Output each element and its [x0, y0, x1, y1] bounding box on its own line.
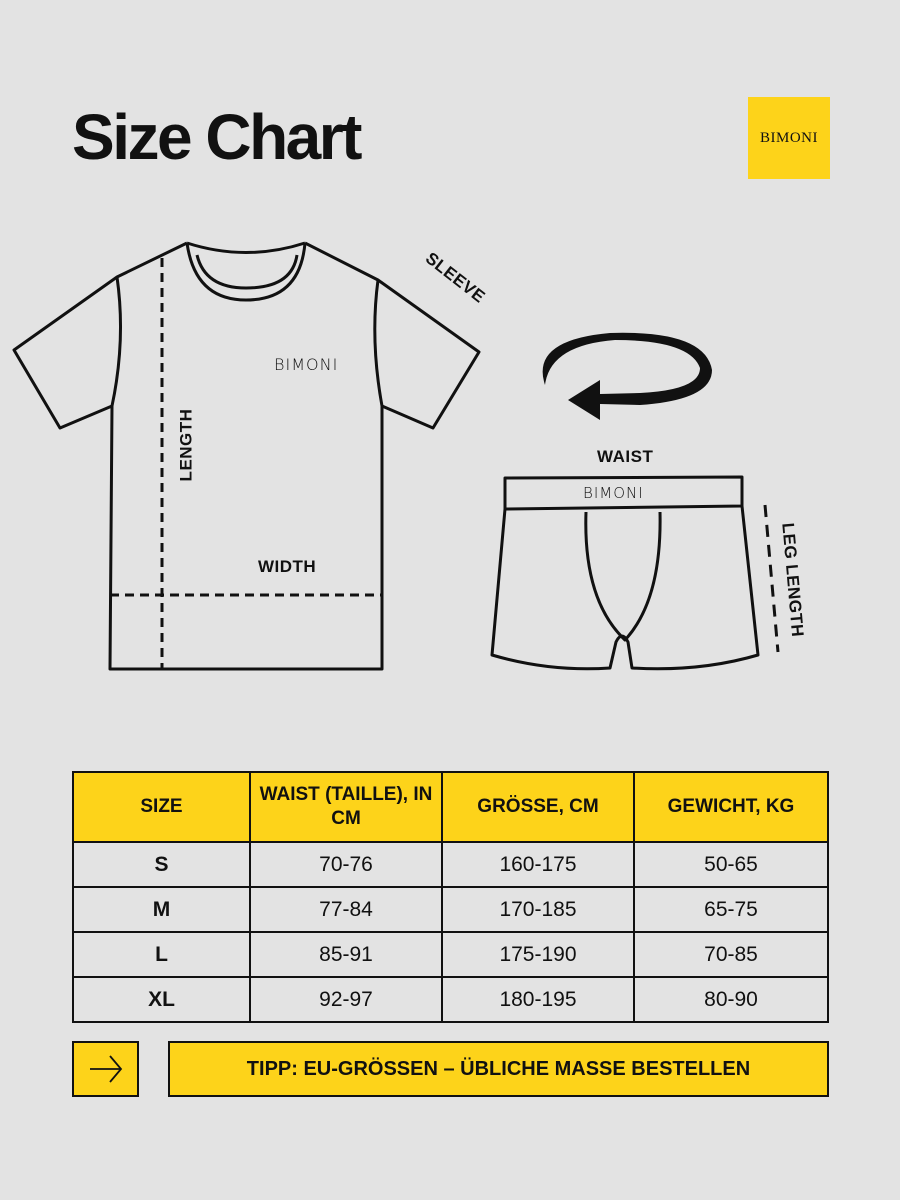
waist-cell: 70-76: [249, 841, 443, 888]
shirt-brand-print: BIMONI: [274, 355, 339, 374]
table-row: L 85-91 175-190 70-85: [72, 931, 829, 978]
size-table: SIZE WAIST (TAILLE), IN CM GRÖSSE, CM GE…: [72, 771, 829, 1023]
weight-cell: 80-90: [633, 976, 829, 1023]
width-label: WIDTH: [258, 557, 317, 576]
shorts-outline: [490, 475, 760, 671]
table-row: S 70-76 160-175 50-65: [72, 841, 829, 888]
brand-logo: BIMONI: [748, 97, 830, 179]
height-cell: 160-175: [441, 841, 635, 888]
table-row: M 77-84 170-185 65-75: [72, 886, 829, 933]
weight-cell: 65-75: [633, 886, 829, 933]
header-weight: GEWICHT, KG: [633, 771, 829, 843]
size-cell: M: [72, 886, 251, 933]
height-cell: 180-195: [441, 976, 635, 1023]
arrow-right-icon: [89, 1055, 122, 1083]
page-title: Size Chart: [72, 101, 362, 173]
leg-length-measure-line: [763, 504, 780, 653]
size-cell: L: [72, 931, 251, 978]
tip-banner: TIPP: EU-GRÖSSEN – ÜBLICHE MASSE BESTELL…: [168, 1041, 829, 1097]
weight-cell: 70-85: [633, 931, 829, 978]
header-height: GRÖSSE, CM: [441, 771, 635, 843]
tshirt-outline: [12, 241, 481, 671]
waist-label: WAIST: [597, 447, 654, 466]
table-row: XL 92-97 180-195 80-90: [72, 976, 829, 1023]
waist-cell: 77-84: [249, 886, 443, 933]
waist-cell: 92-97: [249, 976, 443, 1023]
size-cell: S: [72, 841, 251, 888]
header-size: SIZE: [72, 771, 251, 843]
header-waist: WAIST (TAILLE), IN CM: [249, 771, 443, 843]
size-cell: XL: [72, 976, 251, 1023]
length-label: LENGTH: [176, 408, 196, 482]
tip-arrow-box: [72, 1041, 139, 1097]
table-header-row: SIZE WAIST (TAILLE), IN CM GRÖSSE, CM GE…: [72, 771, 829, 843]
weight-cell: 50-65: [633, 841, 829, 888]
waist-cell: 85-91: [249, 931, 443, 978]
height-cell: 175-190: [441, 931, 635, 978]
height-cell: 170-185: [441, 886, 635, 933]
rotate-arrow-icon: [542, 332, 712, 420]
shorts-brand-print: BIMONI: [583, 484, 644, 502]
